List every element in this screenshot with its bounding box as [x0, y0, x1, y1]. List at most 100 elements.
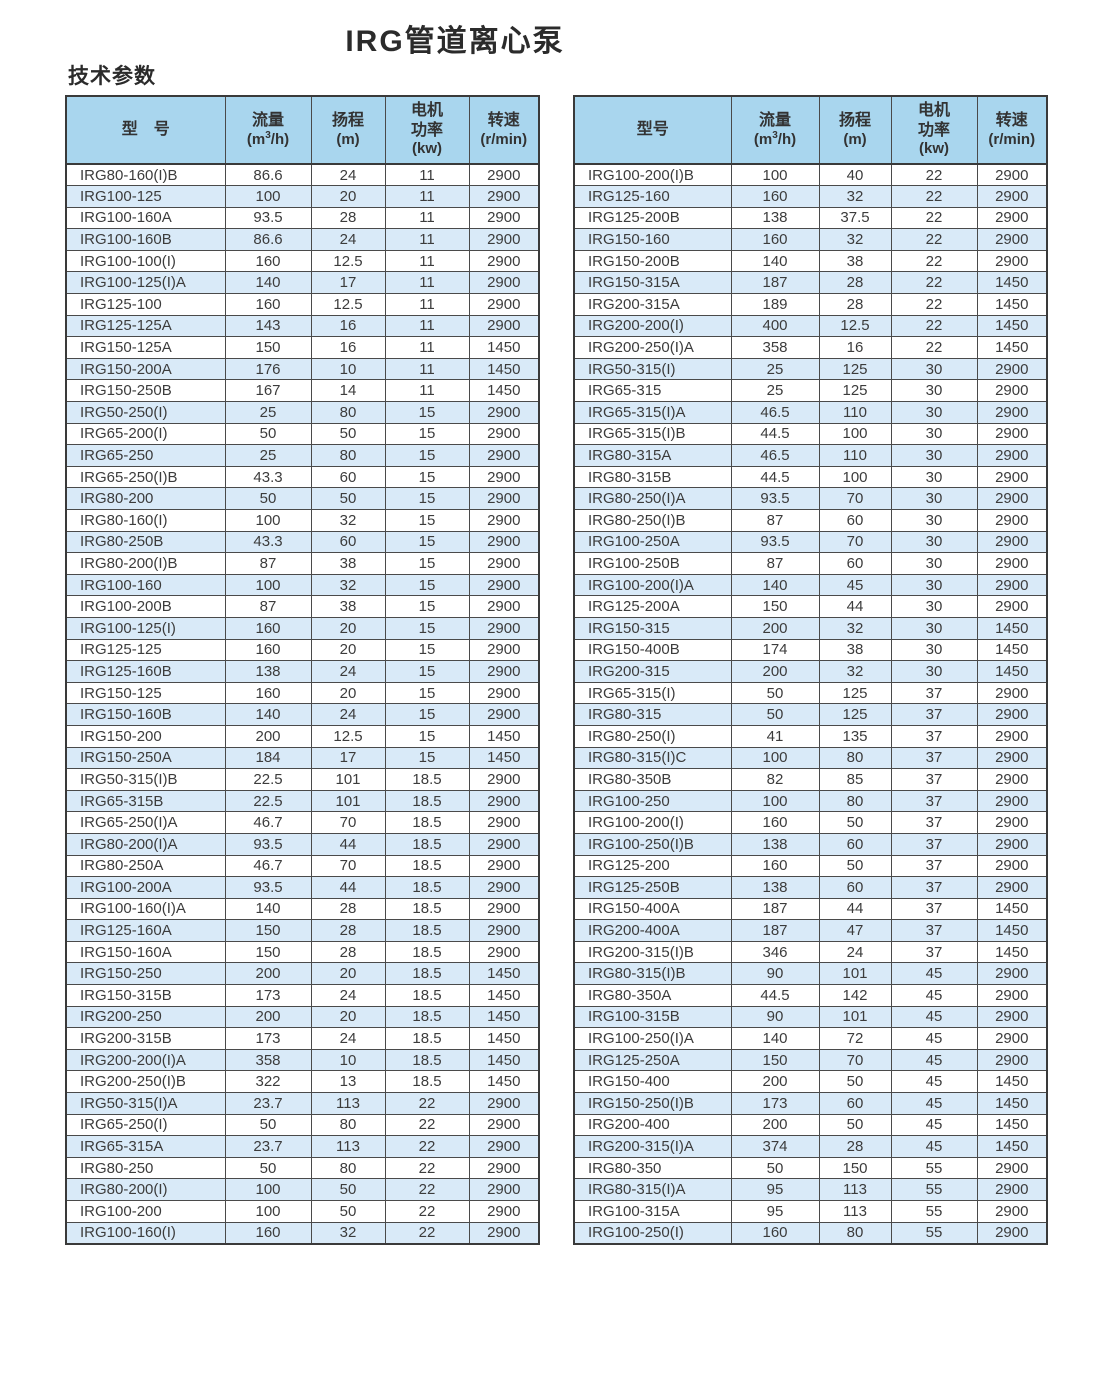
- value-cell: 30: [890, 573, 978, 597]
- value-cell: 22: [890, 336, 978, 359]
- table-row: IRG200-315(I)A 374 28 45 1450: [573, 1135, 1048, 1158]
- model-cell: IRG80-350A: [573, 984, 732, 1007]
- table-row: IRG80-315(I)A 95 113 55 2900: [573, 1178, 1048, 1201]
- value-cell: 87: [730, 552, 820, 575]
- model-cell: IRG150-400A: [573, 897, 732, 921]
- value-cell: 176: [224, 357, 312, 381]
- value-cell: 1450: [976, 638, 1048, 662]
- value-cell: 18.5: [384, 832, 470, 856]
- value-cell: 11: [384, 293, 470, 316]
- model-cell: IRG80-250A: [65, 854, 226, 878]
- value-cell: 22: [384, 1200, 470, 1223]
- value-cell: 15: [384, 401, 470, 424]
- value-cell: 25: [730, 357, 820, 381]
- value-cell: 45: [890, 1027, 978, 1050]
- value-cell: 15: [384, 530, 470, 554]
- value-cell: 30: [890, 595, 978, 618]
- value-cell: 2900: [468, 293, 540, 316]
- value-cell: 2900: [468, 811, 540, 834]
- value-cell: 22: [384, 1092, 470, 1115]
- value-cell: 140: [730, 1027, 820, 1050]
- value-cell: 60: [310, 530, 386, 554]
- value-cell: 2900: [976, 379, 1048, 403]
- value-cell: 50: [730, 1156, 820, 1180]
- value-cell: 160: [224, 293, 312, 316]
- value-cell: 1450: [976, 940, 1048, 964]
- value-cell: 60: [818, 832, 892, 856]
- table-row: IRG50-315(I) 25 125 30 2900: [573, 357, 1048, 381]
- model-cell: IRG80-250: [65, 1156, 226, 1180]
- value-cell: 45: [818, 573, 892, 597]
- value-cell: 160: [224, 1221, 312, 1245]
- value-cell: 55: [890, 1200, 978, 1223]
- value-cell: 20: [310, 1005, 386, 1029]
- value-cell: 12.5: [310, 724, 386, 748]
- value-cell: 93.5: [224, 876, 312, 899]
- value-cell: 44: [310, 876, 386, 899]
- model-cell: IRG100-250B: [573, 552, 732, 575]
- model-cell: IRG200-250(I)B: [65, 1070, 226, 1094]
- model-cell: IRG50-250(I): [65, 401, 226, 424]
- value-cell: 1450: [468, 962, 540, 986]
- table-row: IRG65-250 25 80 15 2900: [65, 444, 540, 467]
- value-cell: 70: [818, 487, 892, 510]
- value-cell: 28: [310, 897, 386, 921]
- table-row: IRG80-315A 46.5 110 30 2900: [573, 444, 1048, 467]
- value-cell: 11: [384, 185, 470, 208]
- value-cell: 80: [310, 444, 386, 467]
- model-cell: IRG125-160: [573, 185, 732, 208]
- value-cell: 37: [890, 681, 978, 705]
- value-cell: 18.5: [384, 984, 470, 1007]
- model-cell: IRG150-200B: [573, 249, 732, 273]
- value-cell: 45: [890, 962, 978, 986]
- value-cell: 2900: [468, 573, 540, 597]
- model-cell: IRG150-160A: [65, 940, 226, 964]
- value-cell: 2900: [468, 616, 540, 640]
- value-cell: 15: [384, 638, 470, 662]
- value-cell: 2900: [468, 660, 540, 683]
- value-cell: 200: [730, 660, 820, 683]
- model-cell: IRG80-160(I)B: [65, 163, 226, 187]
- value-cell: 160: [224, 681, 312, 705]
- value-cell: 44: [818, 595, 892, 618]
- value-cell: 44: [310, 832, 386, 856]
- value-cell: 2900: [976, 573, 1048, 597]
- value-cell: 43.3: [224, 465, 312, 489]
- value-cell: 32: [818, 185, 892, 208]
- table-row: IRG80-200(I) 100 50 22 2900: [65, 1178, 540, 1201]
- value-cell: 45: [890, 1005, 978, 1029]
- value-cell: 173: [224, 1027, 312, 1050]
- value-cell: 2900: [976, 746, 1048, 770]
- value-cell: 50: [818, 1113, 892, 1137]
- model-cell: IRG100-250: [573, 789, 732, 813]
- value-cell: 20: [310, 962, 386, 986]
- model-cell: IRG65-315(I)A: [573, 401, 732, 424]
- table-row: IRG200-250(I)A 358 16 22 1450: [573, 336, 1048, 359]
- value-cell: 174: [730, 638, 820, 662]
- value-cell: 28: [818, 1135, 892, 1158]
- value-cell: 50: [224, 1113, 312, 1137]
- table-row: IRG100-200 100 50 22 2900: [65, 1200, 540, 1223]
- table-row: IRG100-125(I) 160 20 15 2900: [65, 616, 540, 640]
- model-cell: IRG80-200(I): [65, 1178, 226, 1201]
- value-cell: 22: [890, 249, 978, 273]
- table-row: IRG200-315B 173 24 18.5 1450: [65, 1027, 540, 1050]
- value-cell: 2900: [468, 552, 540, 575]
- table-row: IRG50-315(I)B 22.5 101 18.5 2900: [65, 768, 540, 791]
- model-cell: IRG65-315: [573, 379, 732, 403]
- model-cell: IRG150-250A: [65, 746, 226, 770]
- value-cell: 200: [224, 1005, 312, 1029]
- value-cell: 85: [818, 768, 892, 791]
- value-cell: 28: [310, 919, 386, 942]
- value-cell: 60: [818, 552, 892, 575]
- model-cell: IRG65-250(I): [65, 1113, 226, 1137]
- value-cell: 37: [890, 811, 978, 834]
- table-row: IRG200-400 200 50 45 1450: [573, 1113, 1048, 1137]
- model-cell: IRG100-100(I): [65, 249, 226, 273]
- value-cell: 22: [890, 293, 978, 316]
- table-row: IRG200-400A 187 47 37 1450: [573, 919, 1048, 942]
- value-cell: 32: [310, 573, 386, 597]
- model-cell: IRG65-315(I)B: [573, 422, 732, 446]
- value-cell: 200: [730, 1070, 820, 1094]
- value-cell: 2900: [468, 638, 540, 662]
